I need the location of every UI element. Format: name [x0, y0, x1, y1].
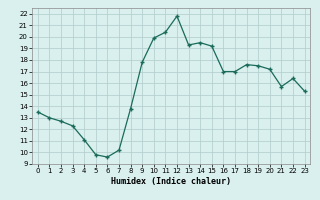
X-axis label: Humidex (Indice chaleur): Humidex (Indice chaleur)	[111, 177, 231, 186]
